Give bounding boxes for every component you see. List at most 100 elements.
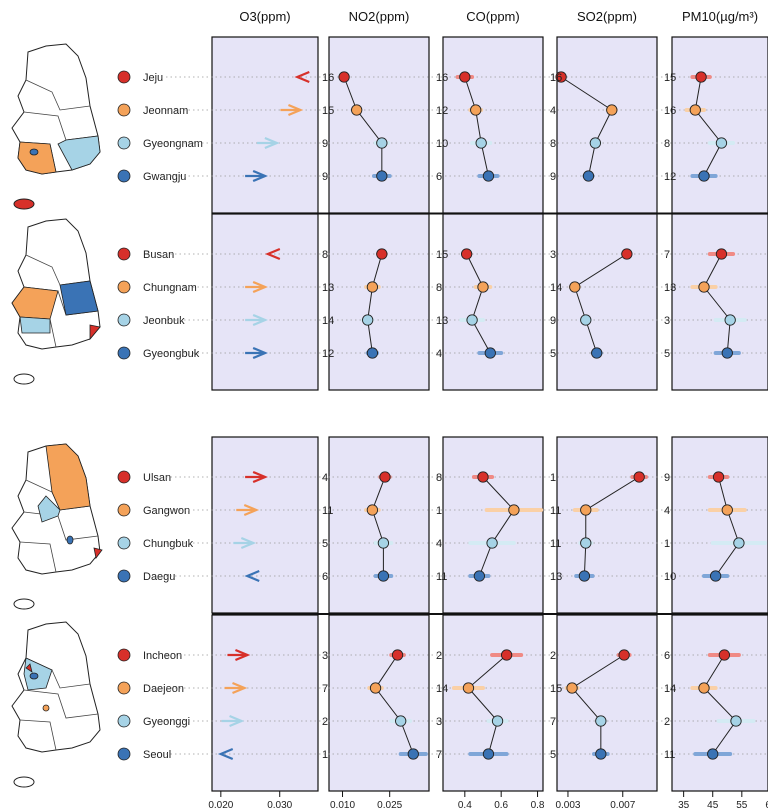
rank-label: 13 <box>550 571 562 583</box>
point-so2-ulsan <box>633 471 645 483</box>
rank-label: 13 <box>664 282 676 294</box>
point-co-gyeongnam <box>475 137 487 149</box>
rank-label: 1 <box>436 505 442 517</box>
point-co-seoul <box>482 748 495 760</box>
point-no2-gyeongbuk <box>366 347 379 359</box>
legend-dot-gyeonggi <box>117 714 131 728</box>
o3-arrow-seoul <box>217 747 234 761</box>
map-region <box>17 141 57 175</box>
x-tick-label-o3: 0.030 <box>267 800 292 811</box>
legend-dot-busan <box>117 247 131 261</box>
rank-label: 14 <box>550 282 562 294</box>
city-label-daegu: Daegu <box>143 571 175 583</box>
rank-label: 7 <box>664 249 670 261</box>
x-tick-label-co: 0.6 <box>494 800 508 811</box>
point-co-ulsan <box>477 471 489 483</box>
rank-label: 6 <box>322 571 328 583</box>
city-label-jeju: Jeju <box>143 72 163 84</box>
point-no2-jeonnam <box>351 104 363 116</box>
legend-dot-gyeongnam <box>117 136 131 150</box>
rank-label: 5 <box>550 749 556 761</box>
o3-arrow-gyeonggi <box>229 714 245 728</box>
rank-label: 2 <box>550 650 556 662</box>
trend-line-no2 <box>367 253 383 354</box>
rank-label: 4 <box>436 538 442 550</box>
trend-line-pm10 <box>694 76 723 177</box>
point-no2-jeju <box>338 71 350 83</box>
point-pm10-chungbuk <box>733 537 745 549</box>
rank-label: 12 <box>322 348 334 360</box>
point-co-chungbuk <box>486 537 498 549</box>
rank-label: 9 <box>322 171 328 183</box>
trend-line-co <box>478 476 515 577</box>
rank-label: 15 <box>322 105 334 117</box>
point-no2-chungnam <box>366 281 379 293</box>
point-pm10-busan <box>715 248 728 260</box>
map-region <box>45 443 91 511</box>
legend-dot-gwangju <box>117 169 131 183</box>
rank-label: 7 <box>322 683 328 695</box>
rank-label: 5 <box>550 348 556 360</box>
map-region <box>42 704 50 712</box>
panel-pm10 <box>671 36 768 214</box>
point-pm10-jeju <box>695 71 707 83</box>
point-pm10-daegu <box>709 570 722 582</box>
point-so2-daegu <box>578 570 591 582</box>
panel-no2 <box>328 213 430 391</box>
rank-label: 9 <box>550 315 556 327</box>
panel-co <box>442 614 544 792</box>
point-no2-chungbuk <box>377 537 390 549</box>
rank-label: 8 <box>436 472 442 484</box>
point-no2-seoul <box>407 748 419 760</box>
x-tick-label-so2: 0.003 <box>555 800 580 811</box>
trend-line-so2 <box>571 654 625 754</box>
legend-dot-daegu <box>117 569 131 583</box>
map-region <box>57 135 101 171</box>
legend-dot-ulsan <box>117 470 131 484</box>
x-tick-label-so2: 0.007 <box>610 800 635 811</box>
point-co-incheon <box>500 649 513 661</box>
panel-co <box>442 436 544 614</box>
panel-pm10 <box>671 436 768 614</box>
city-label-chungnam: Chungnam <box>143 282 197 294</box>
rank-label: 15 <box>550 683 562 695</box>
point-pm10-ulsan <box>712 471 725 483</box>
point-no2-gangwon <box>366 504 379 516</box>
x-tick-label-pm10: 45 <box>707 800 719 811</box>
panel-co <box>442 36 544 214</box>
jeju-island <box>13 598 35 610</box>
point-so2-gangwon <box>580 504 592 516</box>
map-region <box>19 316 51 334</box>
x-tick-label-pm10: 35 <box>678 800 690 811</box>
rank-label: 14 <box>322 315 334 327</box>
legend-dot-seoul <box>117 747 131 761</box>
korea-map <box>11 43 101 210</box>
trend-line-pm10 <box>703 253 731 354</box>
rank-label: 16 <box>550 72 562 84</box>
map-region <box>59 280 99 316</box>
point-co-gangwon <box>508 504 520 516</box>
x-tick-label-no2: 0.025 <box>377 800 402 811</box>
legend-dot-gangwon <box>117 503 131 517</box>
rank-label: 5 <box>664 348 670 360</box>
legend-dot-jeju <box>117 70 131 84</box>
rank-label: 3 <box>322 650 328 662</box>
city-label-gyeongbuk: Gyeongbuk <box>143 348 200 360</box>
trend-line-co <box>464 76 489 177</box>
jeju-island <box>13 373 35 385</box>
point-co-jeonbuk <box>466 314 478 326</box>
point-so2-gwangju <box>582 170 595 182</box>
o3-arrow-gangwon <box>243 503 260 517</box>
point-pm10-gyeonggi <box>730 715 742 727</box>
point-no2-daegu <box>377 570 390 582</box>
rank-label: 7 <box>550 716 556 728</box>
point-no2-busan <box>376 248 388 260</box>
x-tick-label-co: 0.8 <box>531 800 545 811</box>
rank-label: 10 <box>436 138 448 150</box>
rank-label: 9 <box>664 472 670 484</box>
rank-label: 6 <box>664 650 670 662</box>
trend-line-so2 <box>560 76 613 177</box>
city-label-jeonnam: Jeonnam <box>143 105 188 117</box>
point-pm10-chungnam <box>698 281 710 293</box>
